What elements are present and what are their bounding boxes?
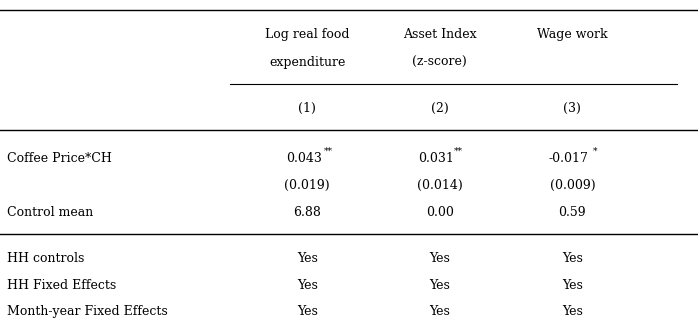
Text: (0.009): (0.009) <box>549 179 595 192</box>
Text: (1): (1) <box>298 102 316 115</box>
Text: Yes: Yes <box>429 305 450 318</box>
Text: Asset Index: Asset Index <box>403 28 477 41</box>
Text: (0.019): (0.019) <box>284 179 330 192</box>
Text: HH Fixed Effects: HH Fixed Effects <box>7 278 117 292</box>
Text: Control mean: Control mean <box>7 206 94 219</box>
Text: Yes: Yes <box>297 252 318 265</box>
Text: expenditure: expenditure <box>269 56 346 69</box>
Text: Log real food: Log real food <box>265 28 350 41</box>
Text: Yes: Yes <box>562 278 583 292</box>
Text: 6.88: 6.88 <box>293 206 321 219</box>
Text: Coffee Price*CH: Coffee Price*CH <box>7 152 112 165</box>
Text: Yes: Yes <box>297 305 318 318</box>
Text: -0.017: -0.017 <box>549 152 589 165</box>
Text: Wage work: Wage work <box>537 28 608 41</box>
Text: (3): (3) <box>563 102 581 115</box>
Text: (2): (2) <box>431 102 449 115</box>
Text: *: * <box>593 147 597 156</box>
Text: Yes: Yes <box>429 252 450 265</box>
Text: Yes: Yes <box>562 305 583 318</box>
Text: Yes: Yes <box>562 252 583 265</box>
Text: 0.043: 0.043 <box>285 152 322 165</box>
Text: **: ** <box>324 147 332 156</box>
Text: 0.59: 0.59 <box>558 206 586 219</box>
Text: (z-score): (z-score) <box>413 56 467 69</box>
Text: (0.014): (0.014) <box>417 179 463 192</box>
Text: 0.031: 0.031 <box>418 152 454 165</box>
Text: **: ** <box>454 147 463 156</box>
Text: Yes: Yes <box>297 278 318 292</box>
Text: HH controls: HH controls <box>7 252 84 265</box>
Text: 0.00: 0.00 <box>426 206 454 219</box>
Text: Yes: Yes <box>429 278 450 292</box>
Text: Month-year Fixed Effects: Month-year Fixed Effects <box>7 305 168 318</box>
